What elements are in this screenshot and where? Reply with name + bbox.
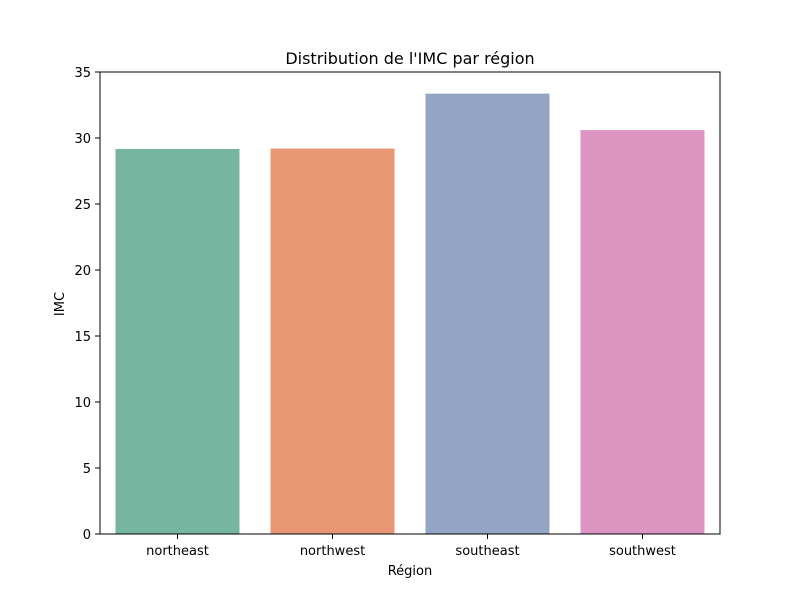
y-tick-label: 35 [74,66,91,81]
y-tick-label: 25 [74,198,91,213]
x-tick-label: southeast [455,544,519,559]
x-tick-label: southwest [609,544,676,559]
y-tick-label: 30 [74,132,91,147]
bars-group [115,93,705,534]
y-tick-label: 0 [83,528,91,543]
bar-northeast [115,148,240,534]
chart-title: Distribution de l'IMC par région [285,49,534,68]
y-axis-title: IMC [53,292,68,316]
y-tick-label: 20 [74,264,91,279]
plot-frame [99,71,721,535]
x-tick-label: northeast [146,544,209,559]
y-tick-label: 15 [74,330,91,345]
y-tick-label: 10 [74,396,91,411]
x-tick-label: northwest [300,544,365,559]
x-axis-title: Région [388,564,433,579]
bar-southwest [580,130,705,534]
axes-group: northeast northwest southeast southwest 0 5 10… [74,66,721,559]
bar-northwest [270,148,395,534]
y-tick-label: 5 [83,462,91,477]
bar-southeast [425,93,550,534]
